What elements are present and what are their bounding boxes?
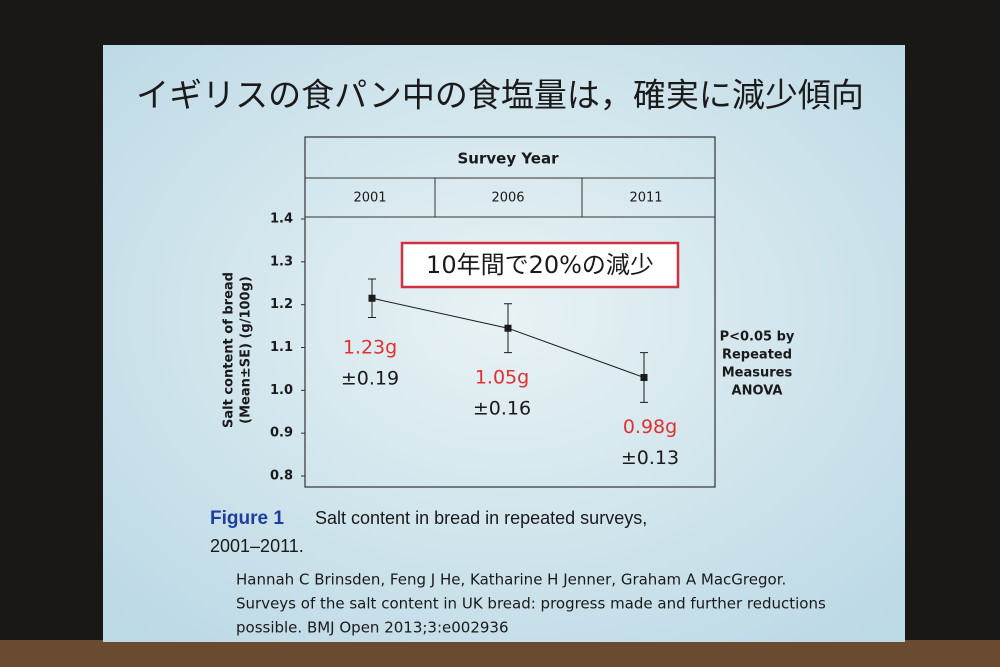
point-note: ±0.19 [341,368,399,390]
note: Measures [722,366,793,381]
x-category: 2001 [353,191,386,206]
caption: 2001–2011. [210,536,304,556]
citation: Surveys of the salt content in UK bread:… [236,595,826,613]
point-note: ±0.16 [473,398,531,420]
x-category: 2011 [629,191,662,206]
point [640,373,648,381]
x-category: 2006 [491,191,524,206]
floor [0,640,1000,667]
caption-label: Figure 1 [210,508,284,529]
point-note: 1.05g [475,367,529,389]
point-note: ±0.13 [621,447,679,469]
y-tick-label: 1.4 [270,212,293,227]
highlight-box [400,241,680,289]
point-note: 1.23g [343,337,397,359]
slide [103,45,905,642]
y-axis-label: (Mean±SE) (g/100g) [239,276,254,424]
y-tick-label: 1.3 [270,254,293,269]
citation: possible. BMJ Open 2013;3:e002936 [236,619,509,637]
point [368,294,376,302]
header: Survey Year [457,150,559,168]
note: ANOVA [732,384,783,399]
note: Repeated [722,348,792,363]
y-tick-label: 1.1 [270,340,293,355]
slide-title: イギリスの食パン中の食塩量は，確実に減少傾向 [136,76,864,115]
y-tick-label: 1.2 [270,297,293,312]
y-tick-label: 1.0 [270,383,293,398]
y-tick-label: 0.9 [270,426,293,441]
y-tick-label: 0.8 [270,469,293,484]
citation: Hannah C Brinsden, Feng J He, Katharine … [236,571,786,589]
point [504,324,512,332]
y-axis-label: Salt content of bread [222,272,237,428]
highlight: 10年間で20%の減少 [426,251,654,279]
point-note: 0.98g [623,416,677,438]
frame [304,136,716,488]
note: P<0.05 by [720,330,795,345]
caption: Salt content in bread in repeated survey… [315,508,647,528]
